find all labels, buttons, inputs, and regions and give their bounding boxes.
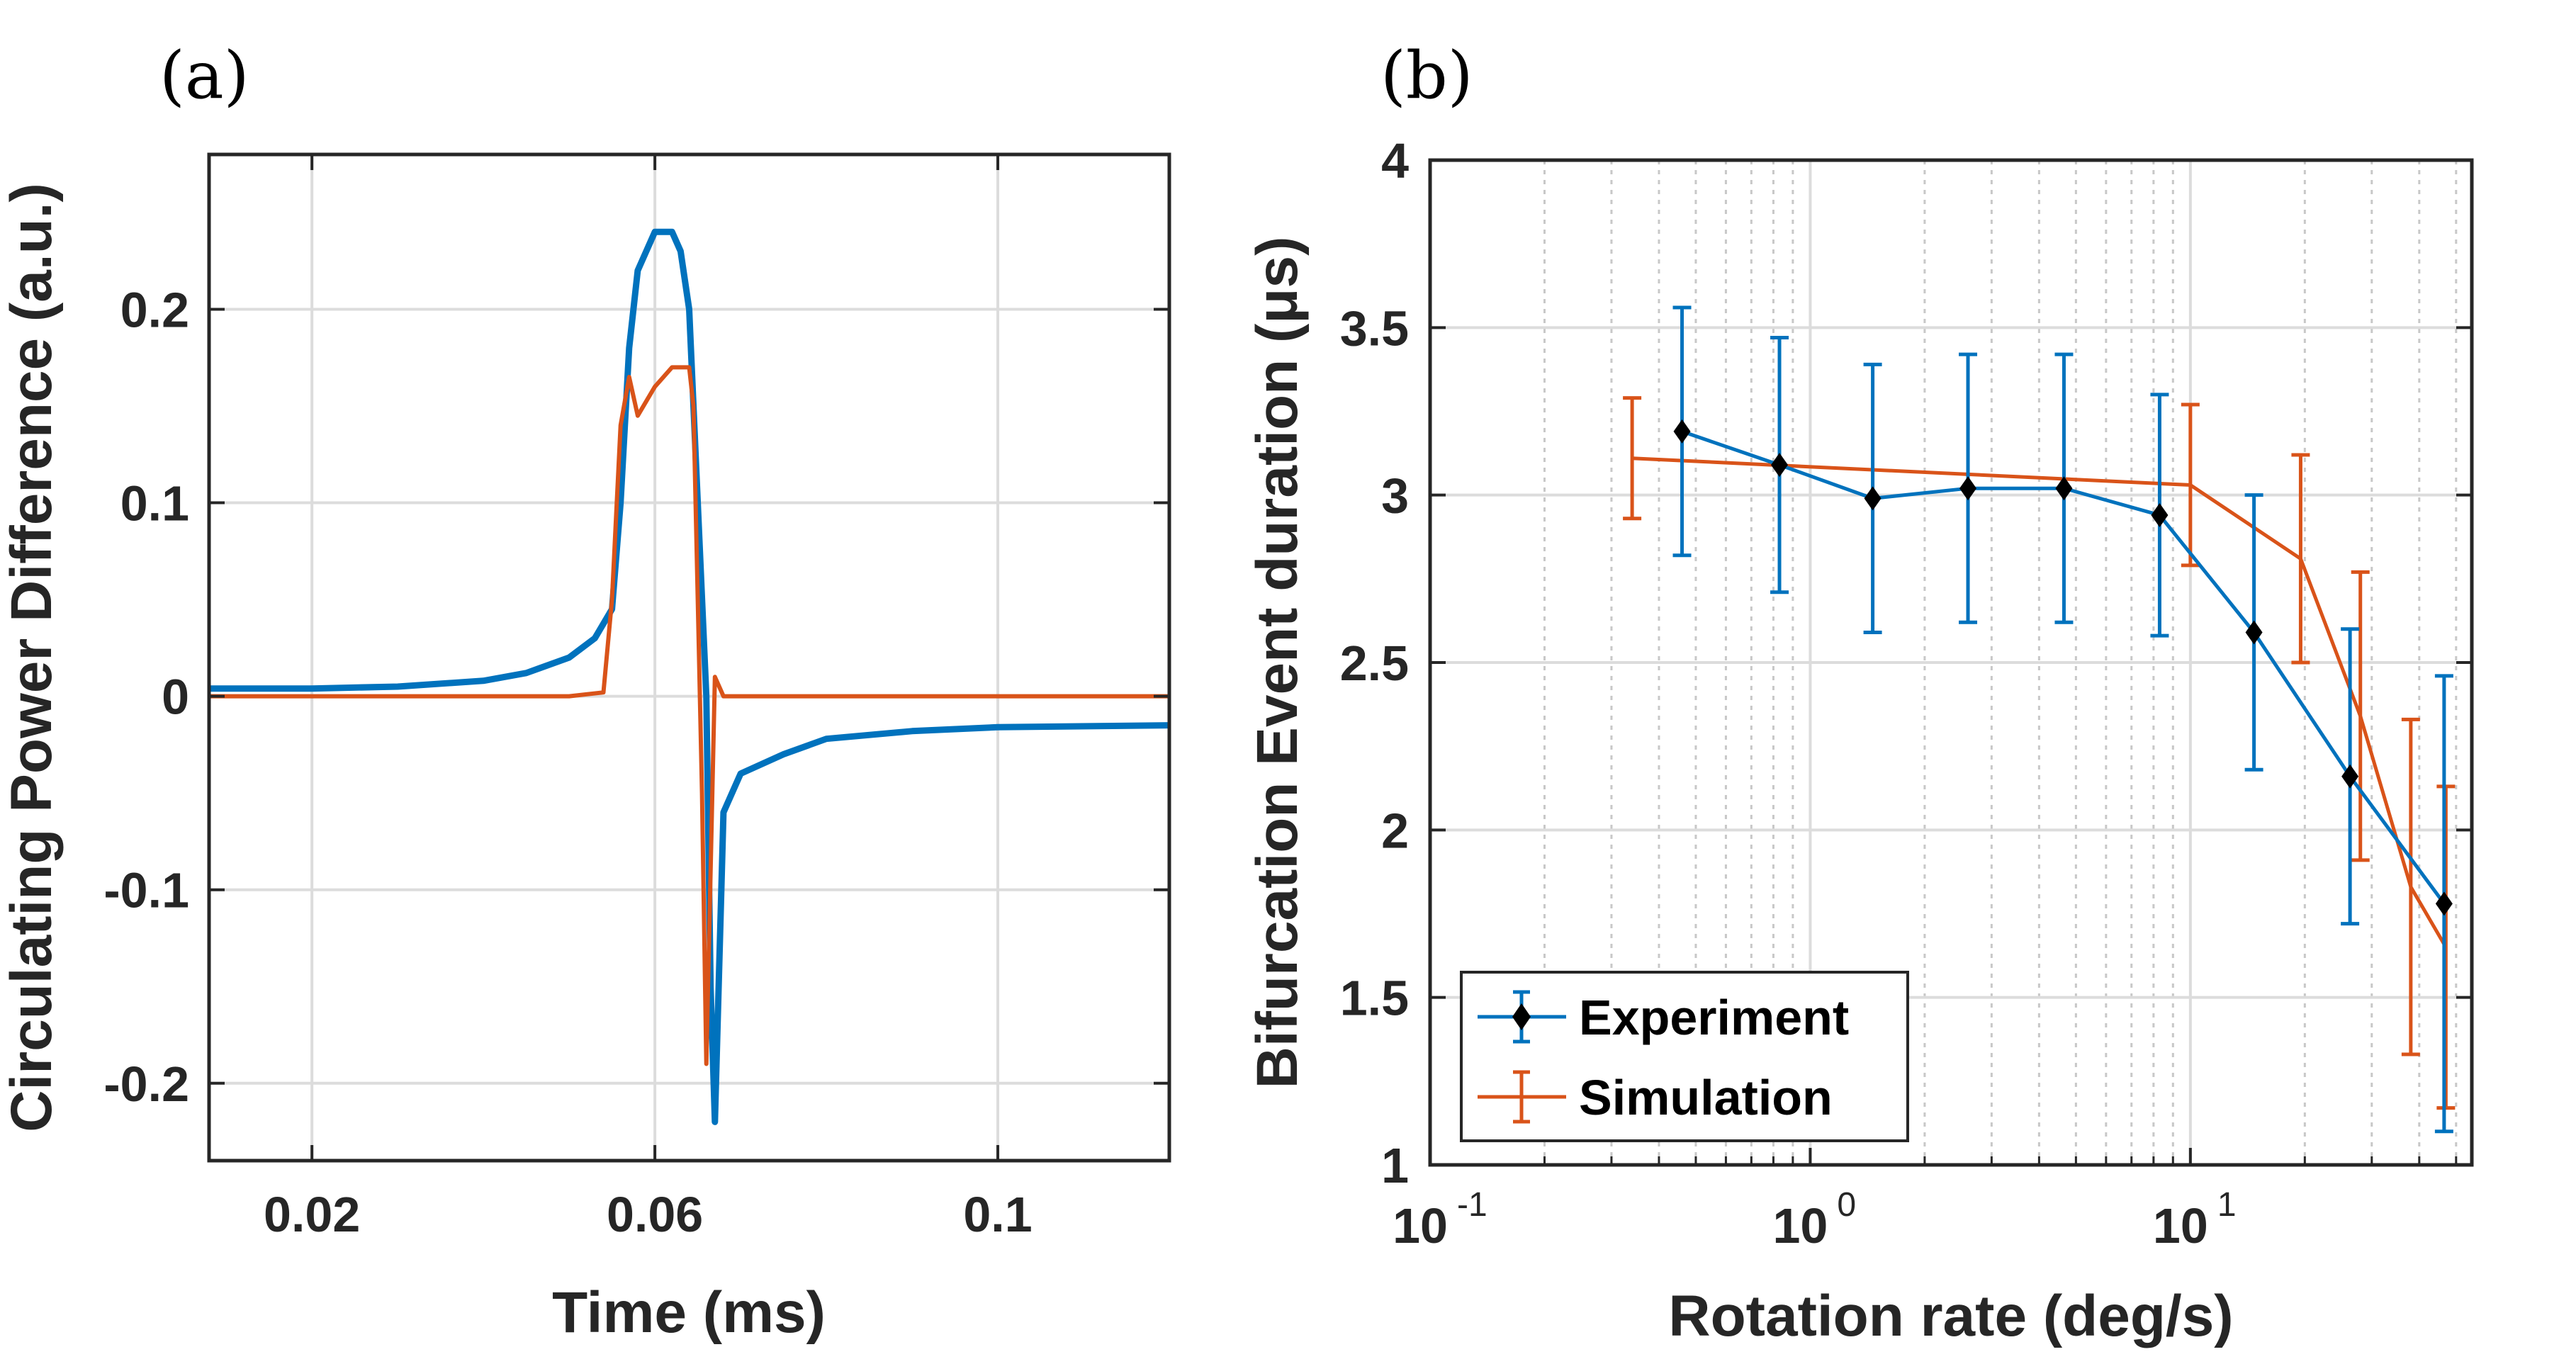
panel-a-ytick-label: 0.1 xyxy=(120,476,189,531)
legend-experiment-label: Experiment xyxy=(1579,990,1849,1045)
legend-entry-simulation: Simulation xyxy=(1478,1070,1833,1125)
panel-b-experiment-marker xyxy=(2055,476,2073,501)
panel-b: (b) 10 -1 10 0 10 1 11.522.533.54 Rotation ra… xyxy=(1245,38,2474,1348)
panel-a-xtick-label: 0.06 xyxy=(607,1187,703,1242)
panel-a-xtick-label: 0.02 xyxy=(264,1187,360,1242)
panel-b-xtick-label: 10 xyxy=(1393,1198,1448,1253)
panel-a-ytick-label: -0.2 xyxy=(103,1056,189,1112)
panel-b-ytick-label: 2.5 xyxy=(1340,636,1409,691)
panel-b-experiment-marker xyxy=(2245,620,2263,645)
panel-a-ytick-labels: -0.2 -0.1 0 0.1 0.2 xyxy=(103,282,189,1111)
panel-b-ytick-label: 1 xyxy=(1381,1138,1409,1193)
panel-b-experiment-marker xyxy=(1959,476,1977,501)
panel-b-experiment-marker xyxy=(1673,419,1691,444)
panel-b-xtick-exponent: 0 xyxy=(1837,1186,1856,1224)
panel-a-ticks xyxy=(209,154,1169,1161)
panel-b-ytick-label: 4 xyxy=(1381,133,1409,188)
panel-b-ytick-label: 2 xyxy=(1381,803,1409,858)
panel-b-xtick-exponent: -1 xyxy=(1457,1186,1487,1224)
panel-a-xlabel: Time (ms) xyxy=(552,1280,826,1345)
panel-b-xlabel: Rotation rate (deg/s) xyxy=(1668,1284,2233,1348)
panel-a-axes-frame xyxy=(207,152,1171,1163)
panel-a: (a) 0.02 0.06 0.1 -0.2 -0.1 0 0.1 0.2 Time (ms… xyxy=(0,38,1171,1345)
panel-b-ytick-labels: 1 1.5 2 2.5 3 3.5 4 xyxy=(1340,133,1409,1193)
panel-b-experiment-marker xyxy=(2151,503,2169,528)
panel-a-ytick-label: -0.1 xyxy=(103,863,189,918)
legend-experiment-marker xyxy=(1512,1003,1531,1030)
panel-b-series xyxy=(1623,305,2456,1134)
legend-box xyxy=(1460,971,1909,1142)
panel-a-ytick-label: 0 xyxy=(162,670,189,725)
panel-a-series-experiment xyxy=(209,228,1170,1125)
panel-b-ytick-label: 3.5 xyxy=(1340,300,1409,356)
panel-b-xtick-label: 10 xyxy=(1772,1198,1828,1253)
panel-b-ytick-label: 1.5 xyxy=(1340,971,1409,1026)
panel-b-experiment-marker xyxy=(1864,486,1882,511)
panel-b-xtick-label: 10 xyxy=(2153,1198,2208,1253)
panel-b-xtick-labels: 10 -1 10 0 10 1 xyxy=(1393,1186,2236,1253)
panel-b-experiment-marker xyxy=(2435,891,2453,916)
panel-b-experiment-marker xyxy=(2341,764,2359,789)
panel-a-series-simulation xyxy=(209,365,1169,1066)
panel-b-ticks xyxy=(1429,159,2472,1166)
panel-a-xtick-label: 0.1 xyxy=(963,1187,1032,1242)
panel-a-ytick-label: 0.2 xyxy=(120,282,189,337)
panel-b-experiment-marker xyxy=(1771,453,1789,478)
legend-simulation-label: Simulation xyxy=(1579,1070,1833,1125)
panel-b-series-simulation-line xyxy=(1631,456,2448,949)
panel-b-xtick-exponent: 1 xyxy=(2217,1186,2237,1224)
panel-b-label: (b) xyxy=(1380,38,1473,113)
panel-a-series xyxy=(209,228,1170,1125)
legend-entry-experiment: Experiment xyxy=(1478,990,1849,1045)
panel-a-xtick-labels: 0.02 0.06 0.1 xyxy=(264,1187,1033,1242)
panel-a-ylabel: Circulating Power Difference (a.u.) xyxy=(0,183,64,1132)
panel-a-label: (a) xyxy=(159,38,249,113)
panel-b-ytick-label: 3 xyxy=(1381,468,1409,524)
panel-b-legend: Experiment Simulation xyxy=(1460,971,1909,1142)
panel-b-ylabel: Bifurcation Event duration (μs) xyxy=(1245,237,1310,1089)
